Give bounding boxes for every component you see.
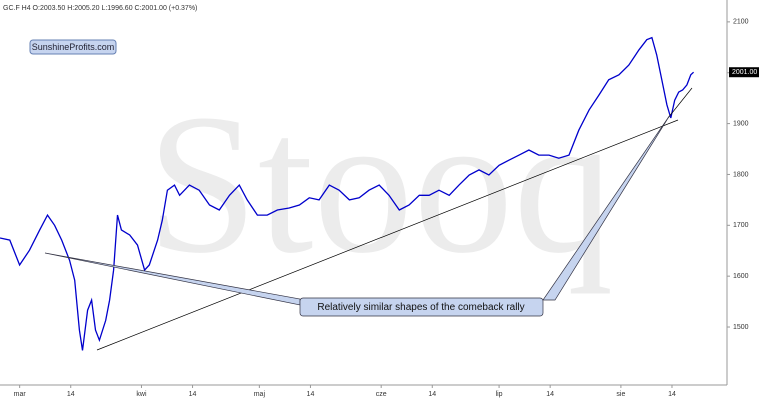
trend-line: [96, 119, 679, 351]
trend-line: [667, 87, 693, 119]
y-tick-label: 1500: [733, 324, 749, 331]
callout-box: [299, 297, 544, 317]
y-tick-label: 1800: [733, 171, 749, 178]
x-tick-label: sie: [616, 391, 625, 398]
callout-label: Relatively similar shapes of the comebac…: [317, 302, 524, 313]
x-tick-label: kwi: [136, 391, 147, 398]
x-tick-label: 14: [668, 391, 676, 398]
x-tick-label: maj: [254, 391, 266, 398]
y-tick-label: 1900: [733, 120, 749, 127]
x-tick-label: 14: [307, 391, 315, 398]
brand-box: [29, 39, 117, 55]
x-tick-label: 14: [428, 391, 436, 398]
x-tick-label: 14: [546, 391, 554, 398]
last-price-box: [729, 67, 759, 78]
watermark: Stooq: [147, 74, 614, 295]
price-line: [0, 36, 695, 351]
x-tick-label: lip: [496, 391, 503, 398]
y-tick-label: 1700: [733, 222, 749, 229]
x-tick-label: cze: [376, 391, 387, 398]
callout-arrow: [542, 114, 671, 301]
y-tick-label: 2100: [733, 19, 749, 26]
chart-title: GC.F H4 O:2003.50 H:2005.20 L:1996.60 C:…: [3, 5, 197, 12]
y-tick-label: 1600: [733, 273, 749, 280]
x-tick-label: 14: [189, 391, 197, 398]
last-price-label: 2001.00: [732, 69, 757, 76]
plot: [0, 36, 695, 351]
brand-label: SunshineProfits.com: [32, 42, 115, 52]
x-tick-label: 14: [67, 391, 75, 398]
x-tick-label: mar: [14, 391, 27, 398]
